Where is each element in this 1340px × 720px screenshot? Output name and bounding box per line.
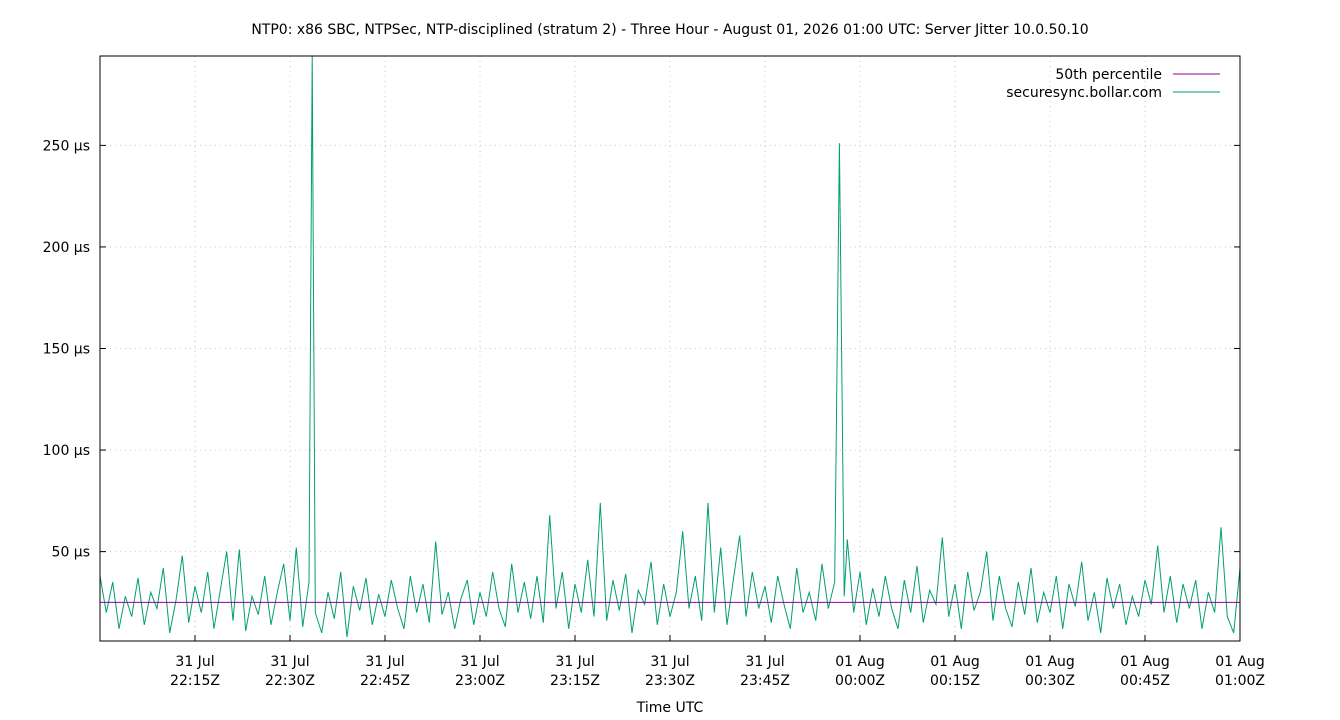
x-tick-label-time: 01:00Z — [1215, 673, 1265, 689]
y-tick-label: 100 µs — [43, 443, 90, 459]
x-tick-label-time: 00:00Z — [835, 673, 885, 689]
grid-lines — [100, 56, 1241, 641]
x-axis-label: Time UTC — [636, 700, 704, 716]
legend-entry-label: securesync.bollar.com — [1006, 85, 1162, 101]
x-tick-label-time: 23:30Z — [645, 673, 695, 689]
x-tick-label-date: 01 Aug — [1025, 654, 1075, 670]
x-tick-label-date: 31 Jul — [365, 654, 404, 670]
x-tick-label-time: 23:45Z — [740, 673, 790, 689]
x-tick-label-time: 22:45Z — [360, 673, 410, 689]
x-tick-label-date: 31 Jul — [555, 654, 594, 670]
x-tick-label-date: 01 Aug — [1120, 654, 1170, 670]
series-line-securesync — [100, 56, 1240, 637]
x-tick-label-date: 01 Aug — [835, 654, 885, 670]
y-tick-label: 150 µs — [43, 342, 90, 358]
chart-title: NTP0: x86 SBC, NTPSec, NTP-disciplined (… — [251, 22, 1088, 38]
x-tick-label-date: 31 Jul — [175, 654, 214, 670]
x-tick-label-date: 31 Jul — [460, 654, 499, 670]
x-tick-label-time: 22:15Z — [170, 673, 220, 689]
x-tick-label-time: 00:30Z — [1025, 673, 1075, 689]
x-tick-label-date: 31 Jul — [650, 654, 689, 670]
x-tick-label-time: 00:15Z — [930, 673, 980, 689]
x-tick-label-date: 01 Aug — [1215, 654, 1265, 670]
x-tick-label-time: 00:45Z — [1120, 673, 1170, 689]
series-layer — [100, 56, 1240, 637]
y-tick-label: 200 µs — [43, 240, 90, 256]
x-tick-label-time: 22:30Z — [265, 673, 315, 689]
x-tick-label-date: 31 Jul — [745, 654, 784, 670]
x-tick-label-time: 23:00Z — [455, 673, 505, 689]
x-tick-label-time: 23:15Z — [550, 673, 600, 689]
axis-ticks: 50 µs 100 µs 150 µs 200 µs 250 µs 31 Jul 22:15… — [43, 138, 1265, 689]
legend: 50th percentile securesync.bollar.com — [1006, 67, 1220, 101]
legend-entry-label: 50th percentile — [1055, 67, 1162, 83]
y-tick-label: 250 µs — [43, 138, 90, 154]
x-tick-label-date: 01 Aug — [930, 654, 980, 670]
x-tick-label-date: 31 Jul — [270, 654, 309, 670]
y-tick-label: 50 µs — [52, 545, 90, 561]
